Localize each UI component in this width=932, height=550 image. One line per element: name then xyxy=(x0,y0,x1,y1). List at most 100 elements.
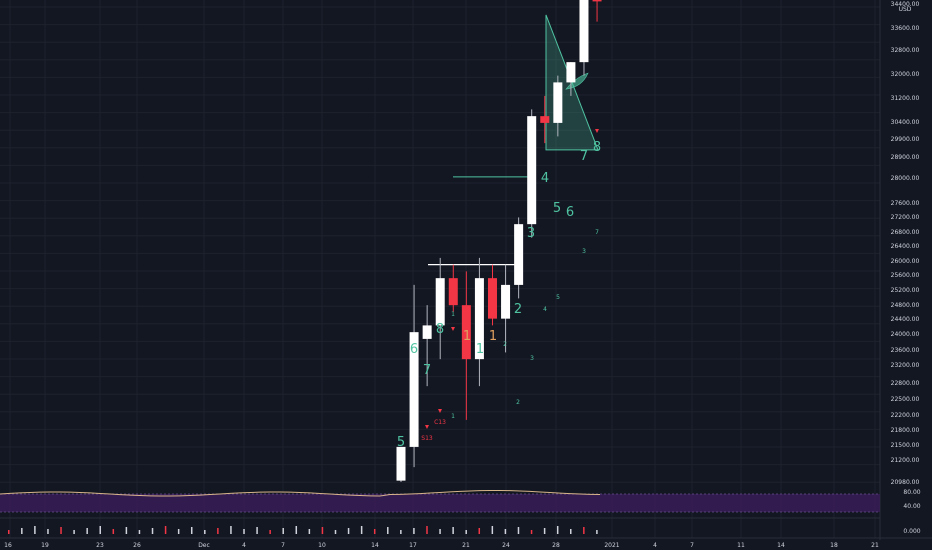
td-count-green: 4 xyxy=(541,171,549,186)
time-tick-label: 28 xyxy=(552,542,560,549)
candle-body[interactable] xyxy=(461,305,471,360)
price-tick-label: 20980.00 xyxy=(891,479,920,486)
price-tick-label: 32000.00 xyxy=(891,71,920,78)
volume-bar xyxy=(47,529,49,534)
candle-body[interactable] xyxy=(435,278,445,326)
price-tick-label: 21200.00 xyxy=(891,457,920,464)
rsi-band xyxy=(0,494,880,512)
time-tick-label: 26 xyxy=(133,542,141,549)
candle-body[interactable] xyxy=(592,0,602,2)
td-count-green: 7 xyxy=(423,363,431,378)
time-tick-label: 7 xyxy=(281,542,285,549)
td-count-green: 7 xyxy=(580,149,588,164)
indicator-level-label: 80.00 xyxy=(903,489,920,496)
volume-bar xyxy=(321,527,324,534)
td-count-small: 5 xyxy=(556,294,560,301)
candle-body[interactable] xyxy=(527,116,537,225)
volume-bar xyxy=(99,526,101,534)
price-tick-label: 28000.00 xyxy=(891,175,920,182)
volume-bar xyxy=(334,530,337,534)
candle-body[interactable] xyxy=(553,82,563,123)
volume-bar xyxy=(60,527,62,534)
price-tick-label: 23200.00 xyxy=(891,362,920,369)
price-tick-label: 34400.00 xyxy=(891,1,920,8)
td-count-green: 1 xyxy=(476,342,484,357)
candle-body[interactable] xyxy=(540,116,550,123)
td-count-green: 8 xyxy=(436,322,444,337)
candle-body[interactable] xyxy=(579,0,589,63)
indicator-level-label: 40.00 xyxy=(903,503,920,510)
time-tick-label: 2021 xyxy=(604,542,619,549)
td-count-green: 6 xyxy=(566,205,574,220)
volume-bar xyxy=(530,530,533,534)
price-axis[interactable]: 34400.00 33600.00 32800.00 32000.00 31200.00… xyxy=(891,1,920,486)
volume-bar xyxy=(360,526,363,534)
candle-body[interactable] xyxy=(396,446,406,481)
volume-bar xyxy=(556,526,559,534)
td-count-green: 8 xyxy=(593,140,601,155)
volume-bar xyxy=(478,528,481,534)
td-count-small: 7 xyxy=(595,229,599,236)
candle-body[interactable] xyxy=(487,278,497,319)
candlestick-series[interactable] xyxy=(396,0,602,482)
time-tick-label: 23 xyxy=(96,542,104,549)
price-tick-label: 26800.00 xyxy=(891,229,920,236)
resistance-line[interactable] xyxy=(0,0,880,266)
volume-bar xyxy=(465,530,467,534)
price-tick-label: 21500.00 xyxy=(891,442,920,449)
time-tick-label: 21 xyxy=(462,542,470,549)
td-count-small: 2 xyxy=(516,399,520,406)
volume-bar xyxy=(543,528,546,534)
time-tick-label: 24 xyxy=(502,542,510,549)
triangle-handle[interactable] xyxy=(565,72,589,90)
volume-bar xyxy=(125,527,128,534)
arrow-down-icon xyxy=(438,409,442,413)
price-tick-label: 32800.00 xyxy=(891,47,920,54)
candle-body[interactable] xyxy=(514,224,524,285)
td-count-small: 3 xyxy=(582,248,586,255)
candle-body[interactable] xyxy=(448,278,458,306)
candle-body[interactable] xyxy=(474,278,484,360)
time-axis: 16 19 23 26 Dec 4 7 10 14 17 21 24 28 2021 4 7 11 14 18 21 xyxy=(4,542,879,549)
candle-body[interactable] xyxy=(409,332,419,447)
volume-bar xyxy=(86,528,88,534)
td-marker-red: C13 xyxy=(434,419,446,426)
volume-bar xyxy=(151,528,154,534)
price-tick-label: 21800.00 xyxy=(891,427,920,434)
volume-bar xyxy=(439,529,441,534)
candle-body[interactable] xyxy=(566,62,576,83)
volume-bar xyxy=(373,529,376,534)
td-count-green: 6 xyxy=(410,342,418,357)
price-tick-label: 23600.00 xyxy=(891,347,920,354)
volume-bar xyxy=(204,530,206,534)
td-count-small: 2 xyxy=(503,341,507,348)
volume-bar xyxy=(308,529,311,534)
time-tick-label: 7 xyxy=(690,542,694,549)
volume-bar xyxy=(400,530,402,534)
volume-bar xyxy=(21,528,23,534)
price-tick-label: 26400.00 xyxy=(891,243,920,250)
td-count-small: 1 xyxy=(451,311,455,318)
price-tick-label: 22500.00 xyxy=(891,396,920,403)
currency-label: USD xyxy=(899,6,912,13)
td-count-orange: 1 xyxy=(463,329,471,344)
candle-body[interactable] xyxy=(422,325,432,339)
price-tick-label: 30400.00 xyxy=(891,119,920,126)
arrow-down-icon xyxy=(451,327,455,331)
volume-bar xyxy=(177,529,180,534)
time-tick-label: Dec xyxy=(198,542,210,549)
volume-bar xyxy=(164,526,167,534)
td-count-small: 3 xyxy=(530,355,534,362)
time-tick-label: 14 xyxy=(371,542,379,549)
time-tick-label: 16 xyxy=(4,542,12,549)
volume-bar xyxy=(73,530,75,534)
volume-bar xyxy=(387,527,389,534)
time-tick-label: 4 xyxy=(242,542,246,549)
volume-bar xyxy=(504,529,507,534)
time-tick-label: 18 xyxy=(830,542,838,549)
candle-body[interactable] xyxy=(501,284,511,319)
price-tick-label: 28900.00 xyxy=(891,154,920,161)
volume-bar xyxy=(269,530,271,534)
